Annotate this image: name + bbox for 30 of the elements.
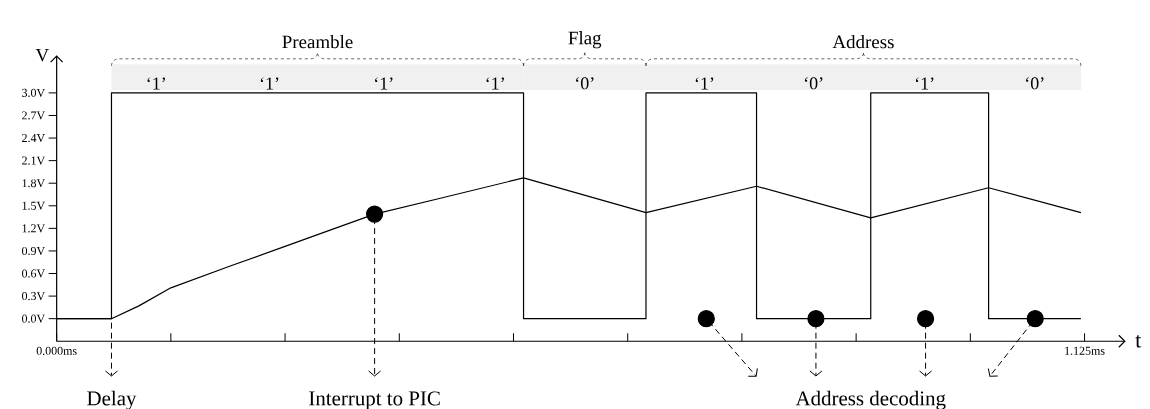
annotation: ‘1’ [915,77,934,90]
annotation: Delay [87,390,137,409]
annotation: ‘1’ [375,77,393,90]
y-tick-label: 0.9V [22,246,45,256]
y-tick-label: 3.0V [22,88,45,97]
y-tick-label: 0.6V [22,269,45,278]
y-tick-label: 0.0V [22,314,45,323]
annotation: ‘1’ [147,77,165,90]
annotation: Interrupt to PIC [309,391,440,409]
annotation: ‘0’ [1026,77,1044,90]
band-label: Preamble [282,34,353,49]
band-label: Address [832,34,894,49]
annotation: ‘0’ [576,77,594,90]
y-axis-title: V [35,48,49,62]
y-tick-label: 1.2V [22,224,45,233]
y-tick-label: 1.8V [22,179,45,188]
annotation: Address decoding [795,390,946,409]
annotation: ‘0’ [804,77,823,90]
annotation: ‘1’ [260,77,279,90]
y-tick-label: 1.5V [22,201,45,210]
y-tick-label: 0.3V [22,292,45,301]
annotation: ‘1’ [486,77,504,90]
y-tick-label: 2.4V [22,134,45,143]
x-tick-label: 1.125ms [1065,346,1105,355]
y-tick-label: 2.1V [22,156,45,165]
x-axis-title: t [1135,334,1142,348]
band-label: Flag [568,31,602,49]
y-tick-label: 2.7V [22,111,45,120]
x-tick-label: 0.000ms [36,346,77,355]
annotation: ‘1’ [695,77,714,90]
